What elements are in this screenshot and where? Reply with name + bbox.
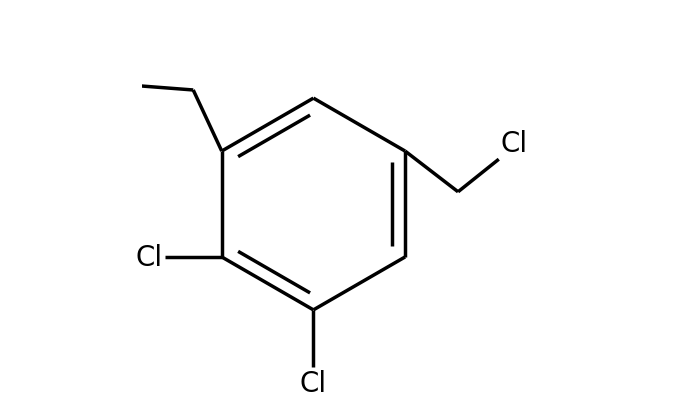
Text: Cl: Cl	[300, 369, 327, 397]
Text: Cl: Cl	[136, 243, 163, 271]
Text: Cl: Cl	[501, 130, 528, 158]
